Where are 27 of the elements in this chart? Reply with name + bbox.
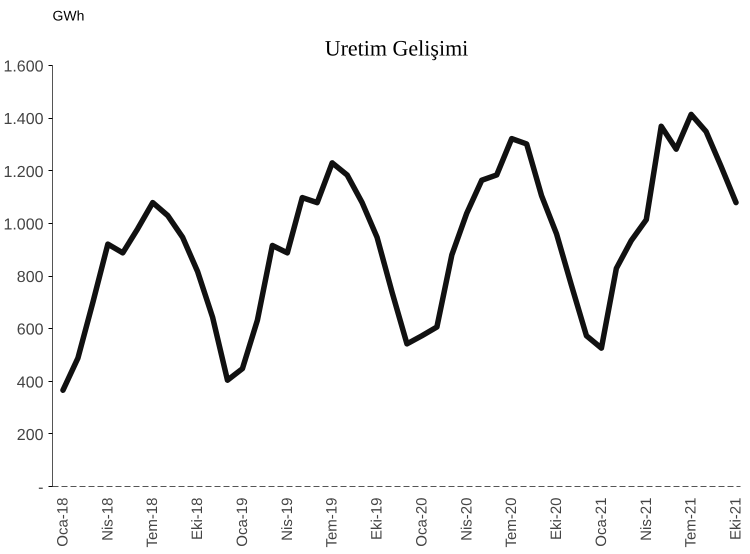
x-tick-label: Nis-21 (638, 497, 655, 541)
x-tick-label: Eki-21 (728, 497, 745, 540)
y-tick-label: 1.000 (3, 216, 44, 234)
x-tick-label: Oca-21 (592, 497, 610, 547)
x-tick-label: Tem-19 (324, 497, 341, 548)
x-tick-label: Nis-18 (99, 497, 116, 541)
x-tick-label: Nis-20 (458, 497, 476, 541)
x-tick-label: Oca-18 (54, 497, 72, 547)
y-tick-label: 600 (16, 322, 44, 339)
y-tick-label: 400 (16, 374, 44, 392)
x-tick-label: Nis-19 (278, 497, 296, 541)
x-tick-label: Eki-19 (368, 497, 386, 540)
y-tick-label: 800 (16, 269, 44, 286)
y-axis-title: GWh (52, 8, 84, 24)
x-tick-label: Oca-20 (413, 497, 430, 547)
y-tick-label: 1.400 (3, 111, 44, 128)
y-tick-label: - (38, 480, 44, 496)
x-tick-label: Oca-19 (234, 497, 251, 547)
y-tick-label: 1.600 (3, 58, 44, 76)
chart-title: Uretim Gelişimi (324, 36, 468, 60)
x-tick-label: Tem-20 (503, 497, 520, 548)
x-tick-label: Eki-18 (189, 497, 206, 540)
y-tick-label: 200 (16, 426, 44, 444)
x-tick-label: Tem-18 (144, 497, 162, 548)
x-tick-label: Eki-20 (548, 497, 566, 540)
y-tick-label: 1.200 (3, 164, 44, 181)
x-tick-label: Tem-21 (682, 497, 700, 548)
